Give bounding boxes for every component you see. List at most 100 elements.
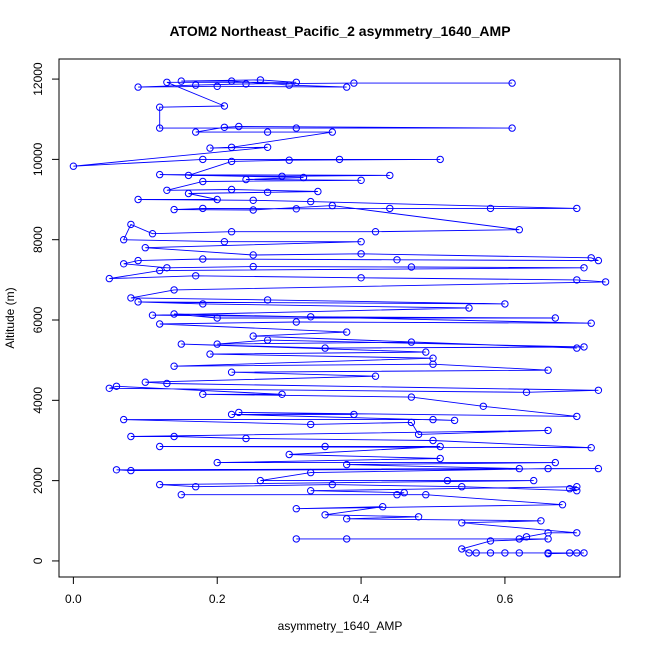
data-point [127,294,135,302]
data-point [192,128,200,136]
data-point [601,278,610,286]
data-point [508,124,516,132]
data-point [69,162,78,170]
data-point [220,123,229,132]
data-point [573,483,581,491]
data-point [594,256,603,265]
data-point [156,442,164,451]
data-point [263,188,272,197]
data-point [371,372,380,380]
data-point [458,519,466,527]
data-point [587,444,595,452]
data-point [343,515,351,523]
data-point [249,262,257,271]
data-point [357,176,365,185]
data-point [321,344,329,352]
data-point [170,205,178,214]
data-point [148,311,157,319]
data-point [292,318,300,326]
data-point [263,296,272,304]
data-point [227,143,236,152]
data-point [213,314,221,322]
data-point [443,476,452,485]
data-point [400,489,408,497]
data-point [544,550,552,558]
data-point [508,79,516,87]
data-point [256,476,265,485]
data-point [141,244,150,252]
y-tick-label: 6000 [31,306,45,333]
data-point [156,103,164,111]
data-point [199,204,207,213]
data-point [436,155,444,164]
data-point [285,156,293,164]
data-point [580,343,588,351]
data-point [335,155,344,164]
data-point [220,238,229,246]
data-point [184,171,193,180]
data-point [163,379,171,388]
data-point [357,274,365,282]
data-point [307,468,315,477]
data-point [486,549,495,557]
data-point [120,415,128,424]
data-point [587,319,595,327]
plot-frame [58,58,621,578]
data-point [573,276,581,284]
data-point [105,274,114,283]
y-axis-label: Altitude (m) [3,287,17,348]
data-point [249,332,257,340]
data-point [242,175,250,184]
data-point [386,204,394,213]
x-axis: 0.0 0.2 0.4 0.6 [65,577,514,606]
data-point [350,410,358,419]
data-point [156,170,164,179]
data-point [429,360,437,368]
y-tick-label: 8000 [31,226,45,253]
data-point [199,390,207,398]
data-point [213,458,221,467]
data-point [235,122,243,131]
data-point [314,187,322,196]
data-point [235,408,243,417]
data-point [573,549,581,557]
data-point [120,260,128,268]
data-point [328,480,336,489]
data-point [429,415,437,424]
data-point [343,535,351,543]
data-point [170,310,178,318]
data-point [307,420,315,429]
data-point [357,250,365,258]
data-point [213,195,221,204]
data-point [407,393,416,401]
y-tick-label: 12000 [31,62,45,96]
data-point [422,491,430,499]
data-point [170,432,178,441]
data-point [321,511,329,519]
data-point [479,402,487,410]
data-point [573,204,581,213]
data-point [134,256,142,265]
data-point [407,263,416,271]
data-point [551,314,559,322]
data-point [242,434,250,443]
data-point [544,426,552,435]
data-point [515,226,523,234]
data-point [141,378,150,386]
data-point [537,517,545,525]
data-point [307,197,315,206]
data-point [213,82,221,91]
data-point [544,366,552,374]
data-point [285,81,293,89]
data-point [379,503,387,511]
data-point [551,458,559,467]
data-point [522,388,531,396]
data-point [558,501,567,509]
data-point [580,264,588,272]
data-point [566,485,574,493]
data-point [422,348,430,356]
data-point [307,313,315,321]
data-point [573,529,581,537]
data-point [486,204,495,213]
